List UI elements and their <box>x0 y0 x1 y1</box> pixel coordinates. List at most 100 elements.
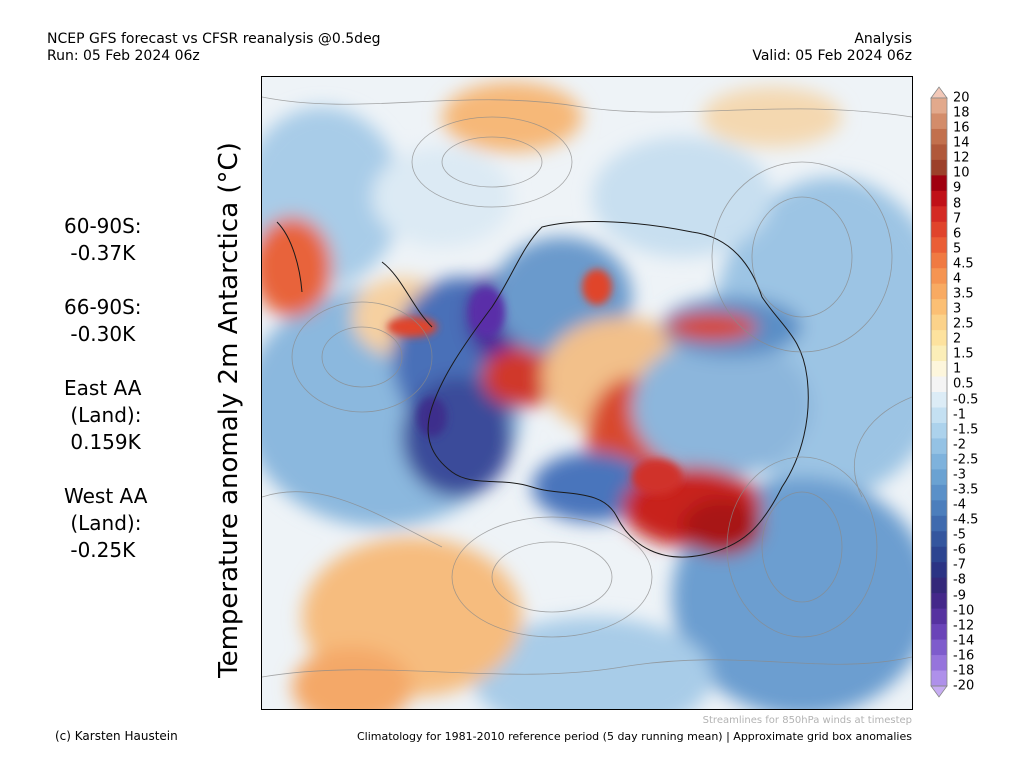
colorbar-tick-label: 1 <box>953 361 962 377</box>
colorbar-tick-label: -14 <box>953 633 975 649</box>
anomaly-map <box>261 76 913 710</box>
valid-time: Valid: 05 Feb 2024 06z <box>752 48 912 64</box>
colorbar-tick-label: 3 <box>953 301 962 317</box>
colorbar-swatch <box>931 577 947 594</box>
colorbar-tick-label: -20 <box>953 678 975 694</box>
colorbar-swatch <box>931 392 947 408</box>
region-statistics: 60-90S: -0.37K 66-90S: -0.30K East AA (L… <box>64 213 147 591</box>
colorbar-swatch <box>931 237 947 254</box>
stat-value: -0.30K <box>64 322 136 346</box>
colorbar-tick-label: 7 <box>953 211 962 227</box>
stat-label: 60-90S: <box>64 214 142 238</box>
colorbar-bottom-arrow <box>930 685 948 698</box>
colorbar-tick-label: 4.5 <box>953 256 974 272</box>
colorbar-tick-label: 12 <box>953 150 970 166</box>
colorbar-tick-label: -6 <box>953 542 966 558</box>
colorbar-swatch <box>931 624 947 641</box>
colorbar-tick-label: -4 <box>953 497 966 513</box>
colorbar-tick-label: -3.5 <box>953 482 979 498</box>
colorbar-swatch <box>931 670 947 687</box>
climatology-note: Climatology for 1981-2010 reference peri… <box>356 730 912 743</box>
colorbar-tick-label: 16 <box>953 120 970 136</box>
colorbar-swatch <box>931 484 947 501</box>
header-left: NCEP GFS forecast vs CFSR reanalysis @0.… <box>47 31 381 65</box>
colorbar-tick-label: 8 <box>953 196 962 212</box>
colorbar-labels: 20 18 16 14 12 10 9 8 7 6 5 4.5 4 3.5 3 2.5 2 1.5 1 0.5 -0.5… <box>953 86 1013 698</box>
colorbar-tick-label: -1 <box>953 407 966 423</box>
colorbar-tick-label: -1.5 <box>953 422 979 438</box>
colorbar-swatch <box>931 128 947 145</box>
colorbar-tick-label: 14 <box>953 135 970 151</box>
stat-label-land: (Land): <box>64 511 142 535</box>
stat-east-aa: East AA (Land): 0.159K <box>64 375 147 456</box>
colorbar-tick-label: 10 <box>953 165 970 181</box>
colorbar-tick-label: 0.5 <box>953 376 974 392</box>
stat-west-aa: West AA (Land): -0.25K <box>64 483 147 564</box>
colorbar-tick-label: -9 <box>953 588 966 604</box>
stat-label: 66-90S: <box>64 295 142 319</box>
colorbar <box>930 86 948 698</box>
colorbar-swatch <box>931 562 947 579</box>
stat-60-90s: 60-90S: -0.37K <box>64 213 147 267</box>
colorbar-swatch <box>931 500 947 517</box>
colorbar-swatch <box>931 515 947 532</box>
colorbar-swatches <box>930 86 948 698</box>
stat-label: West AA <box>64 484 148 508</box>
colorbar-tick-label: 4 <box>953 271 962 287</box>
colorbar-tick-label: -2.5 <box>953 452 979 468</box>
colorbar-swatch <box>931 438 947 455</box>
map-source-title: NCEP GFS forecast vs CFSR reanalysis @0.… <box>47 31 381 47</box>
anomaly-detail <box>387 269 682 495</box>
colorbar-tick-label: -8 <box>953 572 966 588</box>
colorbar-swatch <box>931 422 947 439</box>
run-time: Run: 05 Feb 2024 06z <box>47 48 200 64</box>
colorbar-swatch <box>931 469 947 486</box>
colorbar-swatch <box>931 144 947 161</box>
colorbar-tick-label: 20 <box>953 90 970 106</box>
colorbar-swatch <box>931 608 947 625</box>
colorbar-tick-label: 2.5 <box>953 316 974 332</box>
colorbar-frame <box>930 97 948 687</box>
colorbar-swatch <box>931 283 947 300</box>
colorbar-swatch <box>931 190 947 207</box>
colorbar-swatch <box>931 655 947 672</box>
colorbar-swatch <box>931 593 947 610</box>
colorbar-tick-label: -4.5 <box>953 512 979 528</box>
colorbar-swatch <box>931 175 947 192</box>
colorbar-top-arrow <box>930 86 948 99</box>
colorbar-tick-label: -7 <box>953 557 966 573</box>
stat-label-land: (Land): <box>64 403 142 427</box>
coastline <box>276 221 809 558</box>
colorbar-swatch <box>931 345 947 362</box>
colorbar-tick-label: 2 <box>953 331 962 347</box>
map-title: Temperature anomaly 2m Antarctica (°C) <box>214 142 244 678</box>
colorbar-tick-label: 1.5 <box>953 346 974 362</box>
colorbar-swatch <box>931 206 947 223</box>
credit: (c) Karsten Haustein <box>55 729 178 743</box>
colorbar-tick-label: -12 <box>953 618 975 634</box>
colorbar-tick-label: -3 <box>953 467 966 483</box>
colorbar-swatch <box>931 221 947 238</box>
colorbar-swatch <box>931 639 947 656</box>
colorbar-tick-label: -5 <box>953 527 966 543</box>
colorbar-swatch <box>931 376 947 393</box>
colorbar-swatch <box>931 407 947 424</box>
colorbar-swatch <box>931 314 947 331</box>
colorbar-tick-label: -16 <box>953 648 975 664</box>
stat-value: -0.37K <box>64 241 136 265</box>
analysis-label: Analysis <box>854 31 912 47</box>
colorbar-swatch <box>931 159 947 176</box>
stat-value: 0.159K <box>64 430 141 454</box>
colorbar-tick-label: -18 <box>953 663 975 679</box>
colorbar-tick-label: -2 <box>953 437 966 453</box>
colorbar-swatch <box>931 252 947 269</box>
colorbar-swatch <box>931 531 947 548</box>
colorbar-tick-label: 9 <box>953 180 962 196</box>
colorbar-tick-label: -0.5 <box>953 392 979 408</box>
colorbar-swatch <box>931 330 947 347</box>
colorbar-tick-label: -10 <box>953 603 975 619</box>
colorbar-swatch <box>931 299 947 316</box>
colorbar-swatch <box>931 113 947 130</box>
stat-value: -0.25K <box>64 538 136 562</box>
colorbar-swatch <box>931 453 947 470</box>
